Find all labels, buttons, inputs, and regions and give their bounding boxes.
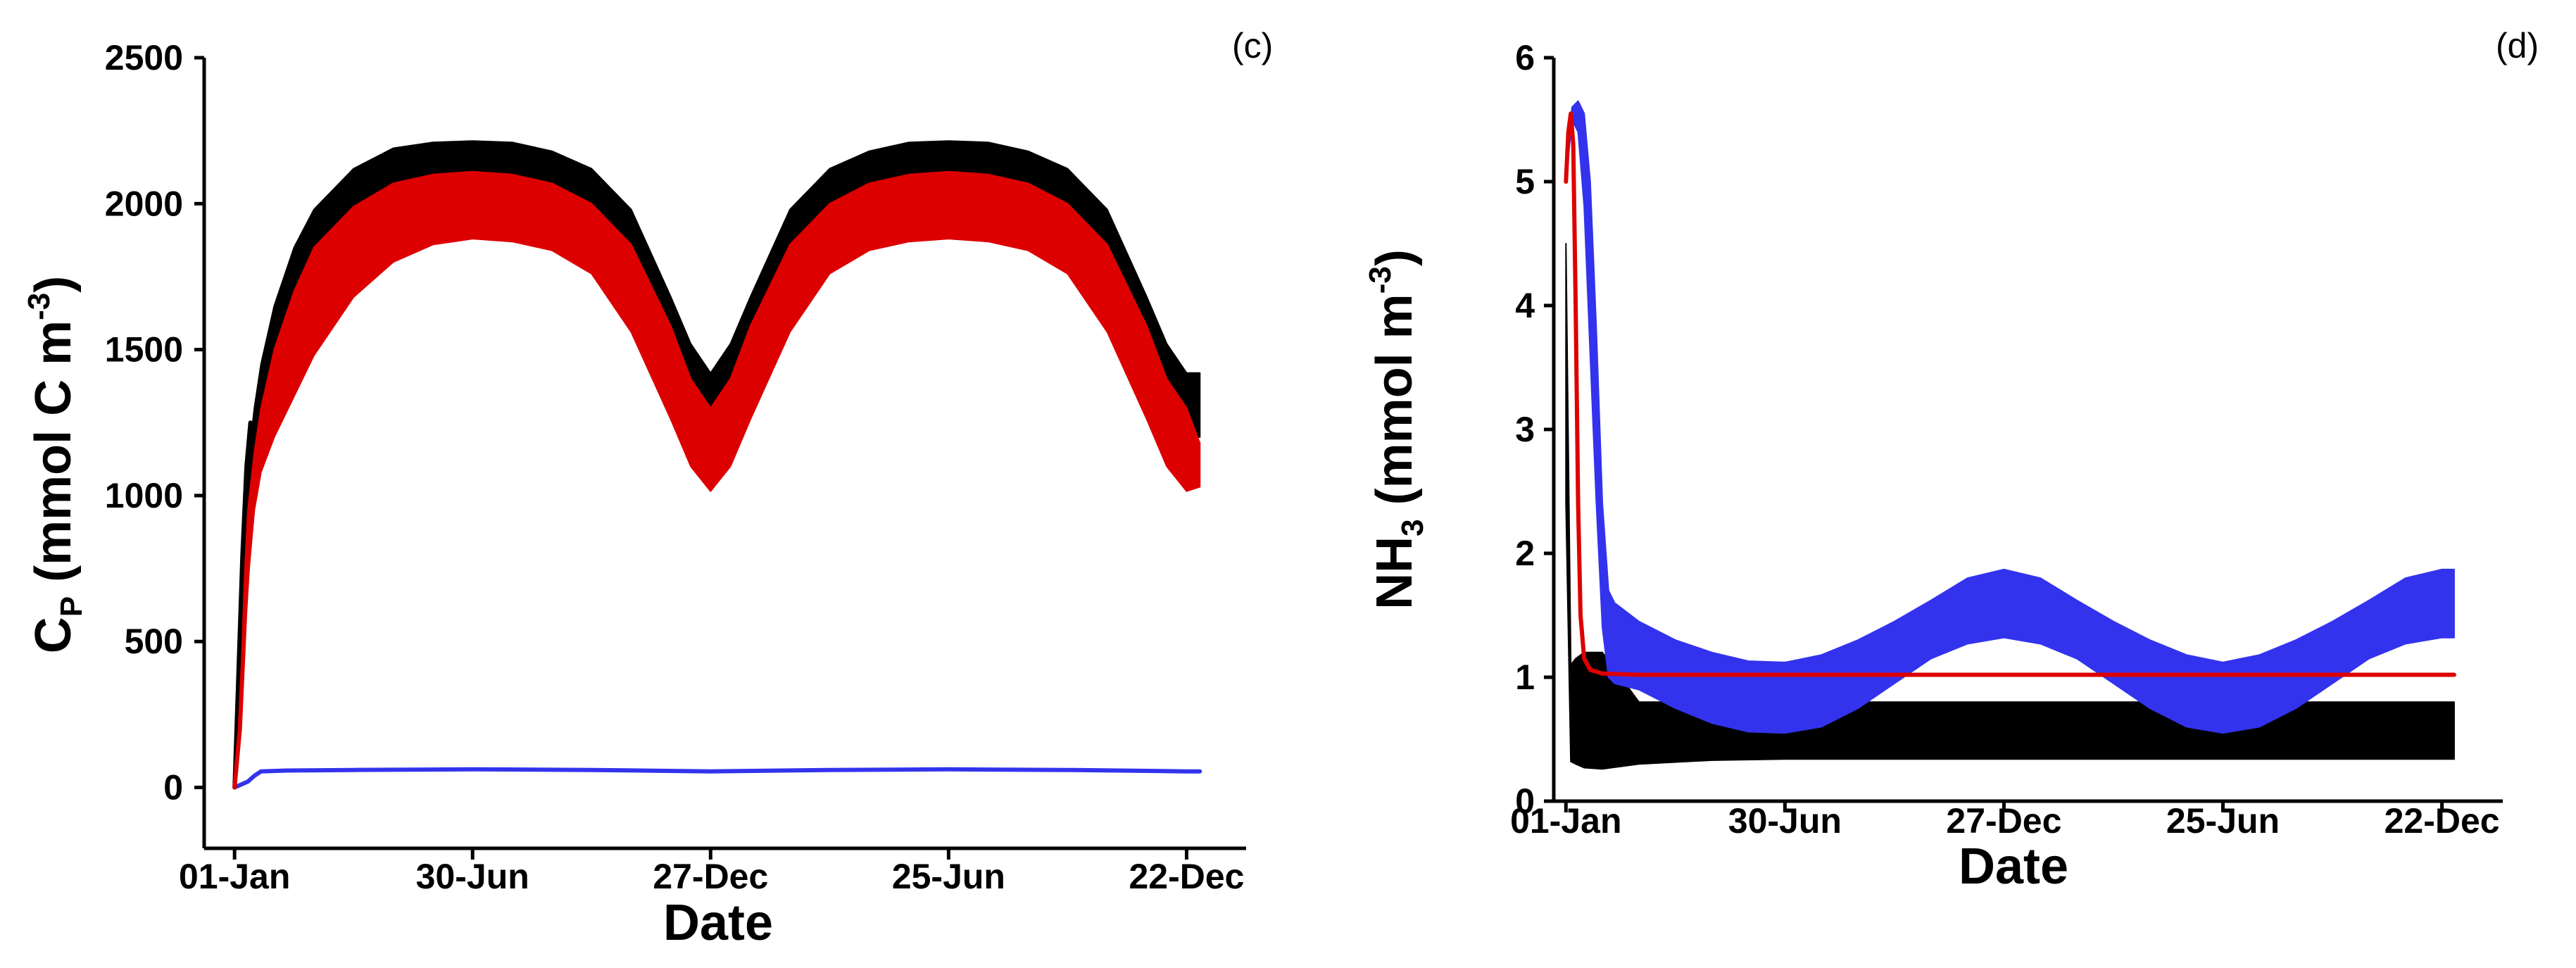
panel-d-x-axis-title: Date [1959, 838, 2068, 895]
panel-d-x-tick-label: 27-Dec [1946, 801, 2061, 841]
panel-d-y-title-middle: (mmol m [1366, 294, 1423, 519]
panel-c-y-tick-label: 0 [163, 768, 183, 807]
panel-d-series-band-1 [1565, 100, 2455, 734]
panel-c-x-tick-label: 25-Jun [892, 857, 1005, 896]
panel-c-series-line-2 [232, 767, 1202, 790]
panel-c-y-title-sub: P [54, 596, 89, 617]
panel-c-y-tick-label: 2000 [105, 184, 183, 223]
panel-d-y-title-end: ) [1366, 249, 1423, 266]
panel-d-y-tick-label: 6 [1515, 38, 1535, 77]
panel-c-y-tick-label: 500 [125, 622, 183, 661]
panel-d-y-tick-label: 2 [1515, 534, 1535, 573]
panel-d-chart: 0 1 2 3 4 5 6 01-Jan 30-Jun 27-Dec 25-Jun 22-Dec (… [1363, 26, 2539, 895]
panel-c-y-axis-title: CP (mmol C m-3) [22, 276, 89, 654]
panel-d-x-tick-label: 25-Jun [2166, 801, 2280, 841]
panel-d-y-tick-label: 1 [1515, 658, 1535, 697]
panel-d-bands [1565, 100, 2455, 770]
panel-c-y-title-sup: -3 [22, 293, 56, 320]
panel-c-axes [202, 58, 1246, 850]
panel-c-y-tick-label: 1000 [105, 476, 183, 515]
panel-c-x-tick-label: 01-Jan [179, 857, 290, 896]
panel-d-x-tick-label: 30-Jun [1728, 801, 1842, 841]
panel-d-y-tick-label: 5 [1515, 162, 1535, 201]
panel-d-y-title-sub: 3 [1395, 519, 1430, 536]
panel-c-x-ticks: 01-Jan 30-Jun 27-Dec 25-Jun 22-Dec [179, 848, 1244, 896]
panel-d-label: (d) [2496, 26, 2539, 65]
panel-c-x-tick-label: 22-Dec [1129, 857, 1244, 896]
panel-c-y-title-middle: (mmol C m [25, 320, 82, 596]
panel-c-x-tick-label: 30-Jun [416, 857, 529, 896]
panel-c-x-axis-title: Date [663, 895, 773, 951]
panel-d-y-tick-label: 0 [1515, 781, 1535, 821]
panel-d-x-ticks: 01-Jan 30-Jun 27-Dec 25-Jun 22-Dec [1510, 801, 2500, 841]
panel-d-series-band-0 [1565, 243, 2455, 770]
panel-c-y-tick-label: 2500 [105, 38, 183, 77]
panel-d-x-tick-label: 01-Jan [1510, 801, 1621, 841]
panel-c-bands [234, 140, 1201, 788]
panel-c-y-ticks: 0 500 1000 1500 2000 2500 [105, 38, 204, 807]
panel-d-x-tick-label: 22-Dec [2385, 801, 2500, 841]
panel-c-y-title-end: ) [25, 276, 82, 293]
panel-d-y-axis-title: NH3 (mmol m-3) [1363, 249, 1430, 610]
panel-c-series-line-3 [232, 420, 253, 790]
panel-c-y-title-base: C [25, 617, 82, 653]
panel-d-y-title-sup: -3 [1363, 266, 1397, 294]
panel-c-y-tick-label: 1500 [105, 330, 183, 370]
panel-d-y-tick-label: 4 [1515, 286, 1535, 325]
panel-c-lines [232, 420, 1202, 790]
panel-c-chart: 0 500 1000 1500 2000 2500 01-Jan 30-Jun 27-Dec 2… [22, 26, 1273, 951]
panel-d-y-tick-label: 3 [1515, 410, 1535, 449]
panel-d-y-ticks: 0 1 2 3 4 5 6 [1515, 38, 1554, 821]
panel-d-series-line-2 [1564, 111, 2456, 677]
panel-c-label: (c) [1232, 26, 1273, 65]
panel-c-series-line-4 [232, 449, 263, 790]
panel-d-y-title-base: NH [1366, 536, 1423, 610]
panel-d-lines [1564, 111, 2456, 677]
panel-c-x-tick-label: 27-Dec [653, 857, 768, 896]
panel-c-series-band-1 [234, 170, 1201, 788]
